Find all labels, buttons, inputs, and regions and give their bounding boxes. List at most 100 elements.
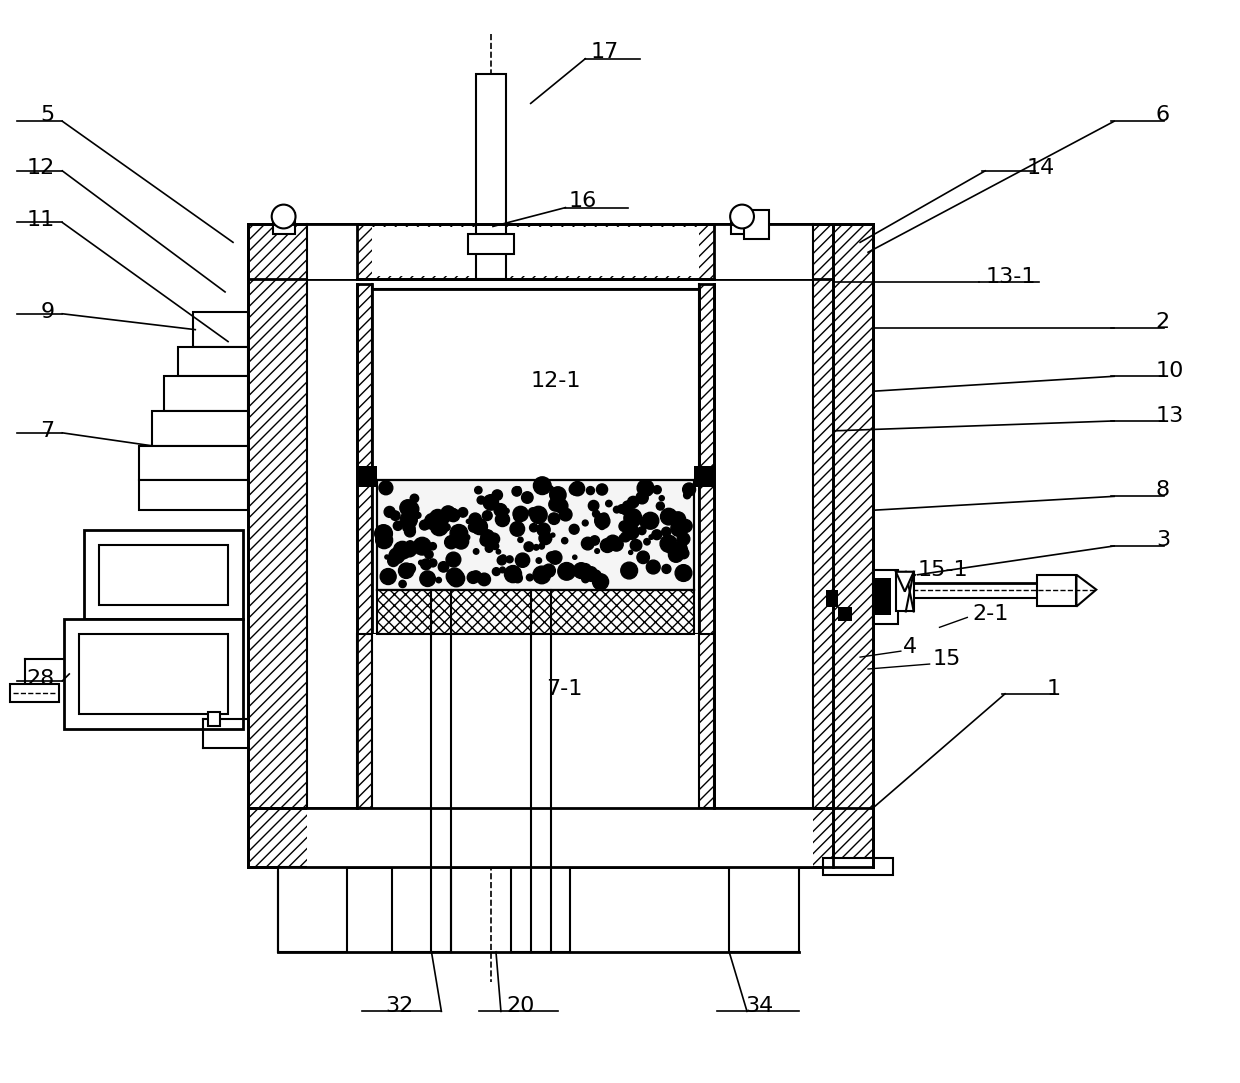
- Circle shape: [639, 526, 646, 535]
- Circle shape: [496, 549, 501, 553]
- Circle shape: [516, 486, 521, 492]
- Bar: [64, 619, 243, 729]
- Bar: [838, 608, 852, 622]
- Circle shape: [419, 520, 429, 530]
- Bar: [372, 635, 699, 808]
- Circle shape: [443, 524, 450, 531]
- Circle shape: [605, 500, 613, 507]
- Circle shape: [404, 501, 419, 517]
- Circle shape: [446, 552, 461, 566]
- Bar: [377, 589, 694, 635]
- Circle shape: [579, 566, 593, 580]
- Text: 12-1: 12-1: [531, 371, 582, 391]
- Circle shape: [593, 574, 609, 590]
- Circle shape: [677, 533, 689, 546]
- Circle shape: [595, 517, 603, 524]
- Circle shape: [657, 506, 661, 509]
- Circle shape: [522, 492, 533, 504]
- Circle shape: [454, 534, 469, 549]
- Circle shape: [425, 550, 433, 559]
- Circle shape: [470, 571, 481, 582]
- Circle shape: [429, 559, 436, 566]
- Circle shape: [376, 532, 393, 549]
- Bar: [476, 74, 506, 279]
- Circle shape: [403, 543, 417, 557]
- Circle shape: [492, 543, 498, 549]
- Circle shape: [424, 521, 432, 529]
- Circle shape: [487, 533, 500, 545]
- Circle shape: [599, 523, 605, 530]
- Circle shape: [610, 537, 624, 551]
- Circle shape: [272, 205, 295, 229]
- Circle shape: [649, 535, 653, 539]
- Circle shape: [661, 508, 677, 525]
- Bar: [308, 808, 813, 867]
- Circle shape: [518, 537, 523, 543]
- Circle shape: [582, 575, 589, 583]
- Circle shape: [644, 538, 650, 545]
- Circle shape: [389, 550, 401, 561]
- Circle shape: [469, 522, 479, 532]
- Text: 32: 32: [386, 996, 414, 1016]
- Circle shape: [500, 554, 506, 561]
- Circle shape: [636, 492, 649, 504]
- Circle shape: [660, 496, 665, 500]
- Circle shape: [513, 513, 522, 521]
- Circle shape: [477, 573, 491, 586]
- Bar: [511, 867, 570, 952]
- Circle shape: [678, 548, 689, 559]
- Circle shape: [492, 490, 502, 500]
- Circle shape: [496, 512, 510, 526]
- Bar: [377, 481, 694, 589]
- Bar: [469, 234, 513, 255]
- Circle shape: [622, 501, 632, 511]
- Circle shape: [551, 533, 556, 537]
- Circle shape: [466, 520, 470, 523]
- Circle shape: [552, 494, 558, 501]
- Circle shape: [620, 505, 631, 514]
- Circle shape: [595, 513, 610, 529]
- Circle shape: [505, 508, 510, 513]
- Bar: [729, 867, 799, 952]
- Circle shape: [529, 507, 547, 523]
- Circle shape: [436, 577, 441, 583]
- Bar: [1037, 575, 1076, 606]
- Circle shape: [450, 524, 467, 543]
- Text: 12: 12: [26, 158, 55, 178]
- Circle shape: [569, 524, 579, 534]
- Circle shape: [646, 560, 660, 574]
- Circle shape: [513, 523, 518, 529]
- Text: 13-1: 13-1: [985, 268, 1035, 287]
- Circle shape: [627, 514, 636, 523]
- Circle shape: [398, 563, 414, 578]
- Circle shape: [401, 511, 418, 529]
- Circle shape: [525, 542, 533, 551]
- Circle shape: [393, 521, 403, 531]
- Circle shape: [573, 556, 577, 559]
- Circle shape: [413, 537, 432, 554]
- Bar: [694, 466, 714, 487]
- Bar: [248, 224, 873, 279]
- Circle shape: [662, 564, 671, 573]
- Circle shape: [642, 512, 658, 530]
- Text: 9: 9: [40, 302, 55, 322]
- Circle shape: [637, 480, 653, 496]
- Text: 34: 34: [745, 996, 773, 1016]
- Text: 3: 3: [1156, 530, 1171, 550]
- Circle shape: [653, 485, 661, 494]
- Circle shape: [533, 545, 539, 550]
- Circle shape: [624, 524, 639, 539]
- Circle shape: [391, 511, 401, 521]
- Circle shape: [403, 524, 409, 532]
- Circle shape: [675, 564, 692, 582]
- Bar: [392, 867, 451, 952]
- Circle shape: [596, 484, 608, 495]
- Circle shape: [506, 556, 513, 563]
- Circle shape: [471, 519, 487, 535]
- Circle shape: [558, 562, 575, 580]
- Circle shape: [482, 511, 492, 521]
- Circle shape: [516, 553, 529, 567]
- Bar: [10, 683, 60, 702]
- Circle shape: [618, 505, 626, 513]
- Circle shape: [405, 523, 415, 534]
